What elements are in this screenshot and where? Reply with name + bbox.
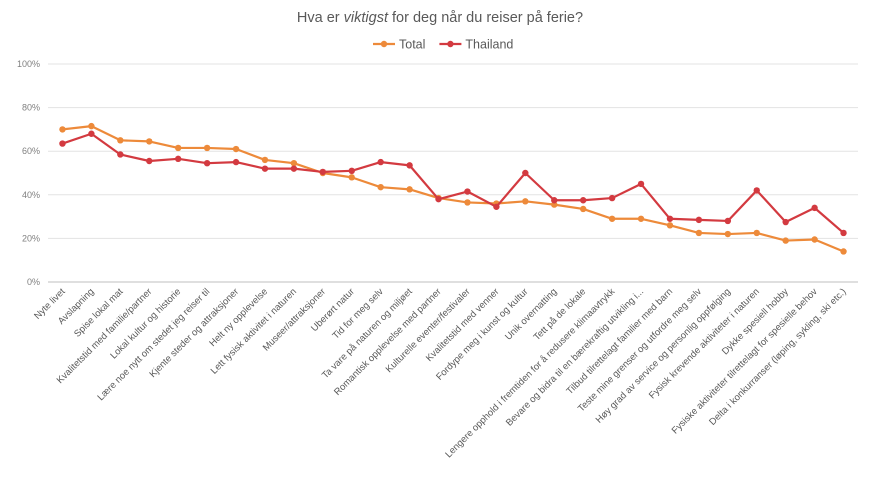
y-tick-label: 20% xyxy=(22,233,40,243)
y-tick-label: 0% xyxy=(27,277,40,287)
data-point xyxy=(753,187,760,194)
data-point xyxy=(811,236,818,243)
data-point xyxy=(637,215,645,222)
data-point xyxy=(608,215,616,222)
data-point xyxy=(261,156,269,164)
y-axis: 0% 20% 40% 60% 80% 100% xyxy=(17,59,40,287)
data-point xyxy=(695,229,703,237)
data-point xyxy=(88,122,95,130)
data-point xyxy=(782,237,789,244)
series-thailand xyxy=(59,130,847,237)
data-point xyxy=(59,140,66,147)
data-point xyxy=(579,205,587,213)
x-tick-label: Tid for meg selv xyxy=(330,286,385,341)
data-point xyxy=(232,145,240,153)
data-point xyxy=(522,198,529,205)
data-point xyxy=(406,186,413,193)
data-point xyxy=(666,222,674,229)
data-point xyxy=(666,215,674,222)
data-point xyxy=(406,162,413,169)
legend-item: Total xyxy=(373,38,425,52)
data-point xyxy=(88,130,95,137)
data-point xyxy=(348,167,355,175)
data-point xyxy=(608,194,616,202)
series-total xyxy=(59,122,847,255)
y-tick-label: 60% xyxy=(22,146,40,156)
data-point xyxy=(782,218,789,226)
data-point xyxy=(464,188,471,195)
data-point xyxy=(261,165,269,172)
x-tick-label: Høy grad av service og personlig oppfølg… xyxy=(594,286,733,425)
data-point xyxy=(232,158,240,166)
data-point xyxy=(117,137,124,144)
data-point xyxy=(203,144,211,152)
data-point xyxy=(724,217,732,225)
data-point xyxy=(348,174,355,181)
data-point xyxy=(435,195,442,203)
data-point xyxy=(377,158,384,166)
legend-label: Total xyxy=(399,38,425,52)
chart-title: Hva er viktigst for deg når du reiser på… xyxy=(297,10,583,26)
y-tick-label: 100% xyxy=(17,59,40,69)
data-point xyxy=(146,157,153,165)
gridlines xyxy=(48,63,858,283)
legend-label: Thailand xyxy=(465,38,513,52)
x-tick-label: Tilbud tilrettelagt familier med barn xyxy=(565,286,676,397)
x-tick-label: Unik overnatting xyxy=(503,286,559,342)
x-tick-label: Romantisk opplevelse med partner xyxy=(332,286,444,398)
data-point xyxy=(811,204,818,212)
data-point xyxy=(377,183,384,191)
data-point xyxy=(522,169,529,177)
data-point xyxy=(724,230,732,238)
data-point xyxy=(174,155,182,163)
data-point xyxy=(753,229,760,237)
data-point xyxy=(290,159,298,167)
data-point xyxy=(840,229,847,237)
data-point xyxy=(146,138,153,145)
data-point xyxy=(203,159,211,167)
legend-swatch-marker xyxy=(447,40,454,48)
legend-item: Thailand xyxy=(439,38,513,52)
series-line xyxy=(62,125,844,253)
data-point xyxy=(840,248,847,255)
data-point xyxy=(117,151,124,158)
data-point xyxy=(637,180,645,188)
data-point xyxy=(290,165,298,172)
series-group xyxy=(59,122,847,255)
data-point xyxy=(493,203,500,210)
x-tick-label: Delta i konkurranser (løping, sykling, s… xyxy=(707,286,848,427)
data-point xyxy=(319,168,327,176)
data-point xyxy=(551,197,558,204)
data-point xyxy=(174,144,182,152)
data-point xyxy=(59,126,66,133)
data-point xyxy=(464,199,471,206)
y-tick-label: 40% xyxy=(22,190,40,200)
legend: Total Thailand xyxy=(373,38,513,52)
y-tick-label: 80% xyxy=(22,103,40,113)
series-line xyxy=(62,132,845,234)
legend-swatch-marker xyxy=(380,40,388,48)
data-point xyxy=(579,197,587,204)
data-point xyxy=(695,216,703,224)
